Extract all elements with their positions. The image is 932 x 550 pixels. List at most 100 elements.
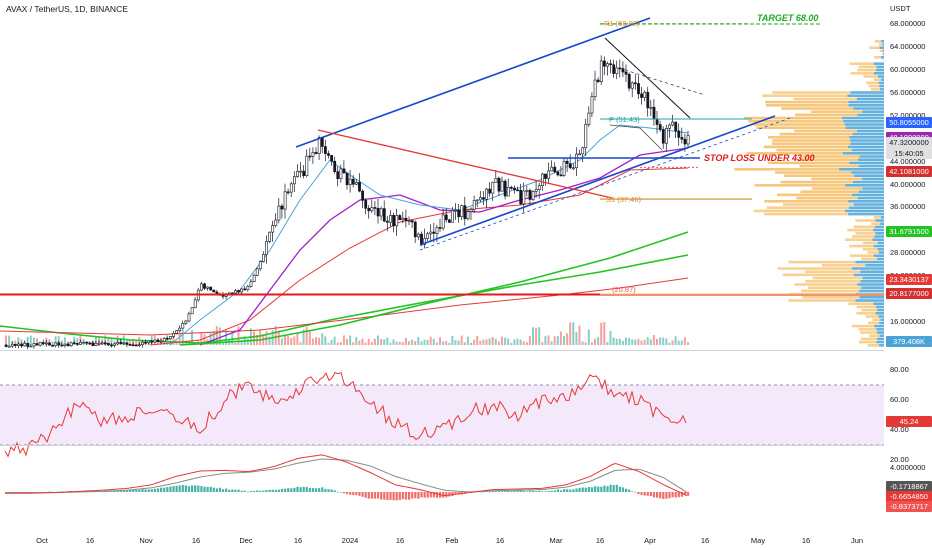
volume-bar <box>597 337 600 345</box>
x-axis-label: 16 <box>191 536 201 545</box>
volume-profile-bar-down <box>873 302 884 305</box>
rsi-pane-separator[interactable] <box>0 350 884 351</box>
volume-profile-bar-down <box>844 123 884 126</box>
candle-body <box>609 63 613 66</box>
volume-profile-bar-up <box>734 168 840 171</box>
volume-bar <box>532 327 534 345</box>
currency-label: USDT <box>890 4 911 13</box>
volume-bar <box>203 333 206 345</box>
volume-bar <box>501 336 503 345</box>
x-axis-label: Oct <box>36 536 48 545</box>
candle-body <box>373 207 377 209</box>
volume-profile-bar-up <box>866 81 879 85</box>
channel-upper-line <box>295 17 651 148</box>
macd-histogram-bar <box>668 492 671 499</box>
macd-histogram-bar <box>411 492 414 499</box>
volume-bar <box>625 337 627 345</box>
volume-profile-bar-up <box>766 206 849 209</box>
volume-bar <box>318 337 321 345</box>
rsi-axis-label: 40.00 <box>890 425 909 434</box>
volume-profile-bar-down <box>879 84 884 88</box>
macd-histogram-bar <box>290 488 293 492</box>
channel-lower-dashed-line <box>419 117 791 251</box>
candle-body <box>345 172 349 186</box>
volume-profile-bar-down <box>857 283 884 286</box>
candle-body <box>131 344 135 347</box>
volume-profile-bar-down <box>847 94 884 97</box>
x-axis-label: Mar <box>549 536 563 545</box>
candle-body <box>128 344 132 346</box>
candle-body <box>361 190 365 201</box>
volume-profile-bar-up <box>795 113 858 117</box>
candle-body <box>550 166 554 172</box>
volume-bar <box>643 339 646 345</box>
candle-body <box>596 79 600 82</box>
macd-histogram-bar <box>318 488 321 492</box>
macd-histogram-bar <box>659 492 662 499</box>
volume-profile-bar-up <box>805 280 861 283</box>
volume-profile-bar-down <box>861 286 884 289</box>
price-badge: -0.6654850 <box>886 491 932 502</box>
volume-bar <box>246 338 249 345</box>
candle-body <box>7 345 11 348</box>
volume-profile-bar-down <box>848 104 884 107</box>
candle-body <box>327 153 330 156</box>
volume-bar <box>656 338 658 345</box>
volume-profile-bar-up <box>879 43 883 46</box>
candle-body <box>506 187 510 197</box>
volume-bar <box>628 337 631 345</box>
volume-bar <box>321 333 324 345</box>
macd-histogram-bar <box>479 491 482 493</box>
volume-profile-bar-down <box>845 184 884 187</box>
macd-histogram-bar <box>367 492 370 499</box>
candle-body <box>85 341 89 344</box>
volume-bar <box>470 342 472 345</box>
volume-bar <box>687 342 689 345</box>
candle-body <box>20 343 24 347</box>
volume-bar <box>491 336 494 345</box>
volume-bar <box>544 336 547 345</box>
candle-body <box>314 152 318 154</box>
volume-profile-bar-up <box>848 302 874 305</box>
candle-body <box>674 121 678 132</box>
candle-body <box>680 137 684 140</box>
price-badge: 23.3430137 <box>886 273 932 285</box>
macd-histogram-bar <box>284 488 287 492</box>
candle-body <box>299 170 303 173</box>
volume-bar <box>225 330 228 345</box>
volume-profile-bar-up <box>851 235 875 238</box>
volume-profile-bar-up <box>779 132 853 136</box>
candle-body <box>181 323 185 329</box>
macd-histogram-bar <box>501 490 504 492</box>
volume-bar <box>454 340 457 345</box>
volume-bar <box>581 341 584 345</box>
candle-body <box>274 219 278 226</box>
candle-body <box>599 60 603 82</box>
macd-histogram-bar <box>488 491 491 493</box>
volume-profile-bar-down <box>853 107 884 110</box>
macd-histogram-bar <box>435 492 439 498</box>
candle-body <box>528 190 532 200</box>
rsi-axis-label: 60.00 <box>890 395 909 404</box>
candle-body <box>44 342 48 345</box>
volume-bar <box>352 342 355 345</box>
candle-body <box>358 182 361 192</box>
volume-bar <box>392 339 395 345</box>
volume-profile-bar-up <box>782 273 854 277</box>
price-badge: 42.1081000 <box>886 166 932 178</box>
volume-bar <box>559 331 562 345</box>
macd-pane-separator[interactable] <box>0 445 884 446</box>
candle-body <box>640 93 644 98</box>
candle-body <box>190 307 194 315</box>
volume-profile-bar-up <box>862 241 878 245</box>
volume-profile-bar-down <box>873 254 884 257</box>
candle-body <box>398 215 402 221</box>
candle-body <box>175 330 179 334</box>
macd-histogram-bar <box>144 489 147 492</box>
macd-histogram-bar <box>253 490 256 492</box>
candle-body <box>289 183 293 193</box>
macd-histogram-bar <box>194 485 197 492</box>
macd-histogram-bar <box>287 488 290 492</box>
macd-histogram-bar <box>553 490 556 492</box>
